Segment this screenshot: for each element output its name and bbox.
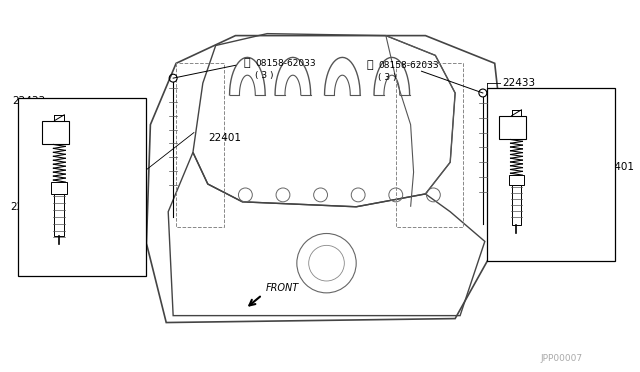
- Text: 22401: 22401: [602, 162, 635, 172]
- Text: Ⓑ: Ⓑ: [243, 58, 250, 68]
- Text: ( 3 ): ( 3 ): [255, 71, 274, 80]
- Text: 22433: 22433: [12, 96, 45, 106]
- Text: 22468: 22468: [18, 157, 51, 167]
- Text: 22465: 22465: [10, 202, 43, 212]
- Bar: [487, 88, 616, 261]
- Text: ( 3 ): ( 3 ): [378, 73, 396, 82]
- Text: 22433+A: 22433+A: [540, 116, 585, 126]
- Text: 22433: 22433: [502, 78, 536, 88]
- Text: 08158-62033: 08158-62033: [255, 59, 316, 68]
- Text: FRONT: FRONT: [266, 283, 300, 293]
- Text: 22401: 22401: [208, 132, 241, 142]
- Bar: [511, 185, 522, 225]
- Text: JPP00007: JPP00007: [540, 354, 582, 363]
- Text: 22465: 22465: [540, 182, 572, 192]
- Text: 08158-62033: 08158-62033: [378, 61, 438, 70]
- Bar: [509, 175, 524, 185]
- Bar: [18, 98, 147, 276]
- Bar: [54, 194, 64, 237]
- Text: 22468: 22468: [540, 154, 572, 164]
- Bar: [51, 182, 67, 194]
- Text: Ⓑ: Ⓑ: [366, 60, 372, 70]
- Text: 22433+A: 22433+A: [18, 120, 63, 130]
